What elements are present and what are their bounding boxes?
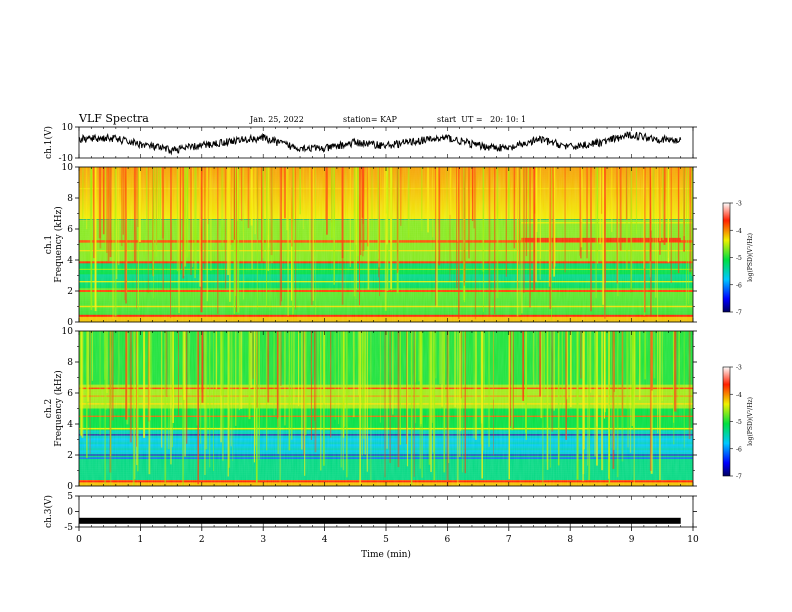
x-tick-label: 0 [76,535,82,545]
colorbar-label: log(PSD)(V²/Hz) [747,397,754,446]
colorbar [722,366,731,477]
y-tick-label: 0 [67,318,73,328]
start-time-label: start UT = 20: 10: 1 [437,115,527,124]
y-axis-label: Frequency (kHz) [53,206,64,283]
colorbar-tick-label: -5 [736,255,742,262]
station-label: station= KAP [343,115,397,124]
x-tick-label: 8 [567,535,573,545]
y-tick-label: 10 [62,123,74,133]
ch1-waveform-trace [78,131,682,156]
x-axis-label: Time (min) [361,549,411,560]
y-axis-label: ch.2 [44,399,54,418]
ch1-waveform-frame [78,126,694,159]
x-tick-label: 6 [445,535,451,545]
colorbar-tick-label: -5 [736,419,742,426]
y-tick-label: 0 [67,482,73,492]
y-tick-label: 2 [67,451,73,461]
colorbar-tick-label: -4 [736,392,742,399]
spectrogram-ch1 [78,166,694,323]
y-tick-label: 4 [67,256,73,266]
y-tick-label: -5 [64,523,73,533]
y-axis-label: ch.3(V) [43,495,54,528]
x-tick-label: 9 [629,535,635,545]
colorbar-tick-label: -6 [736,282,742,289]
y-tick-label: 8 [67,194,73,204]
y-tick-label: 5 [67,492,73,502]
colorbar-label: log(PSD)(V²/Hz) [747,233,754,282]
y-tick-label: 8 [67,358,73,368]
colorbar-tick-label: -3 [736,201,742,208]
spectrogram-ch2 [78,330,694,487]
chart-title: VLF Spectra [79,112,149,125]
x-tick-label: 7 [506,535,512,545]
date-label: Jan. 25, 2022 [250,115,304,124]
y-tick-label: 2 [67,287,73,297]
x-tick-label: 3 [260,535,266,545]
colorbar-tick-label: -6 [736,446,742,453]
colorbar [722,202,731,313]
colorbar-tick-label: -3 [736,365,742,372]
colorbar-tick-label: -7 [736,474,742,481]
colorbar-tick-label: -4 [736,228,742,235]
x-tick-label: 1 [138,535,144,545]
y-tick-label: 4 [67,420,73,430]
y-axis-label: Frequency (kHz) [53,370,64,447]
y-tick-label: 6 [67,389,73,399]
y-tick-label: -10 [59,154,74,164]
y-tick-label: 10 [62,327,74,337]
y-tick-label: 0 [67,508,73,518]
x-tick-label: 5 [383,535,389,545]
y-tick-label: 6 [67,225,73,235]
y-axis-label: ch.1(V) [43,126,54,159]
x-tick-label: 4 [322,535,328,545]
y-axis-label: ch.1 [44,235,54,254]
ch3-waveform-trace [79,517,681,524]
x-tick-label: 10 [687,535,699,545]
colorbar-tick-label: -7 [736,310,742,317]
x-tick-label: 2 [199,535,205,545]
y-tick-label: 10 [62,163,74,173]
